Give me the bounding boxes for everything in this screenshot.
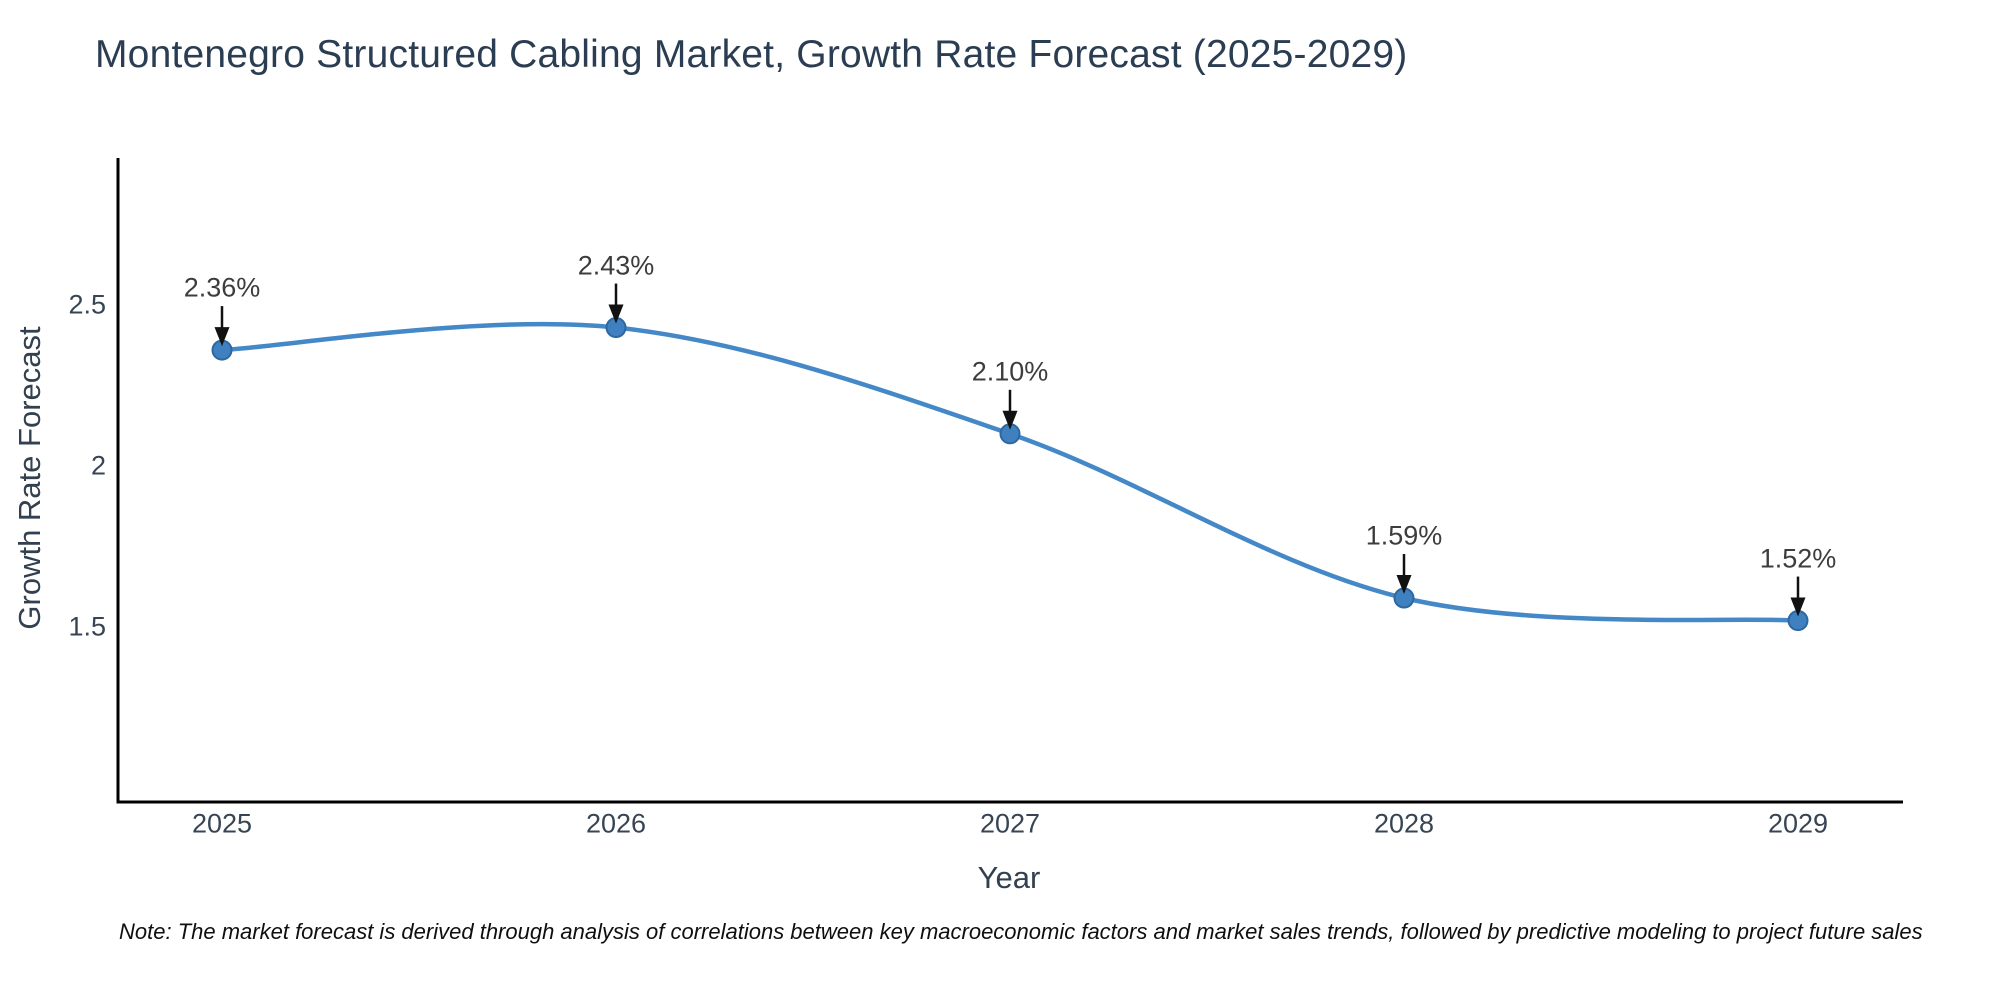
annotation-arrowhead: [608, 304, 624, 324]
data-point-value-label: 2.36%: [183, 272, 261, 303]
data-point-value-label: 1.52%: [1759, 543, 1837, 574]
chart-title: Montenegro Structured Cabling Market, Gr…: [95, 33, 1408, 76]
y-axis-title: Growth Rate Forecast: [12, 326, 47, 630]
data-point-value-label: 2.10%: [971, 356, 1049, 387]
data-point-value-label: 2.43%: [577, 250, 655, 281]
annotation-arrowhead: [1002, 410, 1018, 430]
y-tick-label: 2.5: [68, 289, 106, 320]
x-tick-label: 2027: [979, 808, 1041, 839]
data-point-value-label: 1.59%: [1365, 520, 1443, 551]
y-tick-label: 2: [90, 450, 106, 481]
x-tick-label: 2028: [1373, 808, 1435, 839]
x-tick-label: 2025: [191, 808, 253, 839]
annotation-arrowhead: [1790, 597, 1806, 617]
footnote: Note: The market forecast is derived thr…: [119, 919, 1923, 944]
x-axis-title: Year: [977, 860, 1041, 895]
annotation-arrowhead: [214, 327, 230, 347]
y-tick-label: 1.5: [68, 611, 106, 642]
annotation-arrowhead: [1396, 575, 1412, 595]
x-tick-label: 2029: [1767, 808, 1829, 839]
x-tick-label: 2026: [585, 808, 647, 839]
